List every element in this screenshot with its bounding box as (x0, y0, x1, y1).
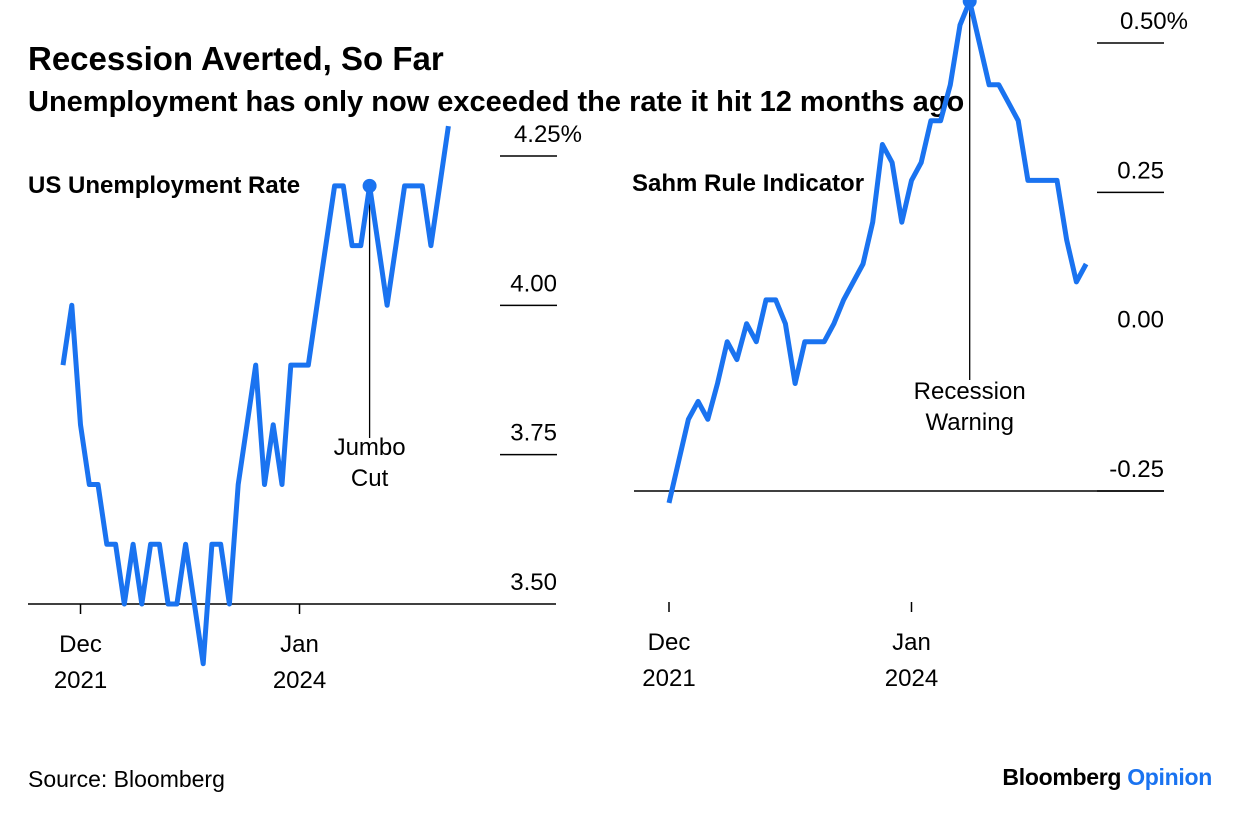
x-tick-label: Jan (280, 631, 319, 658)
brand-logo: Bloomberg Opinion (1002, 764, 1212, 791)
chart-title: Recession Averted, So Far (28, 40, 444, 77)
x-tick-label: Dec (59, 631, 102, 658)
x-tick-label: 2021 (54, 667, 107, 694)
annotation-label: Cut (351, 465, 389, 492)
source-note: Source: Bloomberg (28, 766, 225, 792)
y-tick-label: 4.25% (514, 121, 582, 148)
x-tick-label: 2021 (642, 665, 695, 692)
highlight-point (962, 0, 977, 9)
y-tick-label: -0.25 (1109, 456, 1164, 483)
sahm-rule-chart: 0.50% 0.25 0.00 -0.25 Dec 2021 Jan 2024 Recessio… (634, 0, 1188, 692)
unemployment-rate-chart: 4.25% 4.00 3.75 3.50 Dec 2021 Jan 2024 Jumbo Cut (28, 121, 582, 694)
annotation-label: Recession (914, 378, 1026, 405)
annotation-label: Jumbo (334, 434, 406, 461)
chart-subtitle: Unemployment has only now exceeded the r… (28, 86, 965, 118)
brand-name: Bloomberg (1002, 764, 1122, 790)
x-tick-label: Jan (892, 629, 931, 656)
y-tick-label: 3.75 (510, 420, 557, 447)
y-tick-label: 4.00 (510, 270, 557, 297)
series-line (666, 0, 1089, 504)
x-tick-label: 2024 (273, 667, 326, 694)
y-tick-label: 0.00 (1117, 307, 1164, 334)
right-panel-title: Sahm Rule Indicator (632, 170, 865, 197)
series-line (60, 125, 451, 667)
x-tick-label: Dec (648, 629, 691, 656)
highlight-point (362, 178, 377, 193)
y-tick-label: 0.50% (1120, 8, 1188, 35)
left-panel-title: US Unemployment Rate (28, 172, 301, 199)
y-tick-label: 3.50 (510, 569, 557, 596)
annotation-label: Warning (925, 409, 1013, 436)
brand-suffix: Opinion (1127, 764, 1212, 790)
y-tick-label: 0.25 (1117, 157, 1164, 184)
x-tick-label: 2024 (885, 665, 938, 692)
